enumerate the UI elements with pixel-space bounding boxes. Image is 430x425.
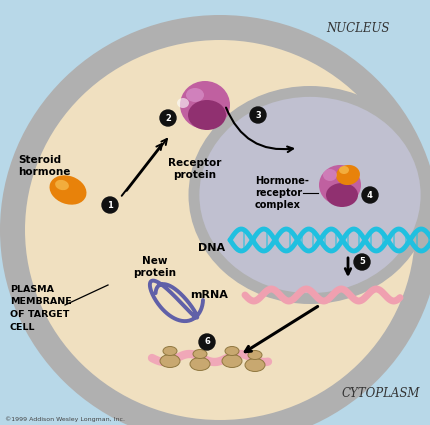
Text: NUCLEUS: NUCLEUS	[326, 22, 389, 35]
Ellipse shape	[188, 86, 430, 304]
Ellipse shape	[177, 98, 189, 108]
Text: 4: 4	[366, 190, 372, 199]
Text: PLASMA
MEMBRANE
OF TARGET
CELL: PLASMA MEMBRANE OF TARGET CELL	[10, 285, 71, 332]
Ellipse shape	[224, 346, 239, 355]
Ellipse shape	[247, 351, 261, 360]
Ellipse shape	[318, 165, 360, 205]
Circle shape	[199, 334, 215, 350]
Text: Receptor
protein: Receptor protein	[168, 158, 221, 180]
Text: New
protein: New protein	[133, 256, 176, 278]
Text: 5: 5	[358, 258, 364, 266]
Circle shape	[353, 254, 369, 270]
Ellipse shape	[187, 100, 225, 130]
Ellipse shape	[193, 349, 206, 359]
Ellipse shape	[55, 180, 69, 190]
Ellipse shape	[15, 30, 424, 425]
Ellipse shape	[160, 354, 180, 368]
Text: 2: 2	[165, 113, 171, 122]
Ellipse shape	[197, 95, 421, 295]
Ellipse shape	[335, 165, 359, 185]
Text: 3: 3	[255, 110, 260, 119]
Circle shape	[361, 187, 377, 203]
Text: Steroid
hormone: Steroid hormone	[18, 155, 70, 177]
Ellipse shape	[221, 354, 241, 368]
Ellipse shape	[338, 166, 348, 174]
Text: ©1999 Addison Wesley Longman, Inc.: ©1999 Addison Wesley Longman, Inc.	[5, 416, 125, 422]
Ellipse shape	[180, 81, 230, 129]
Circle shape	[160, 110, 175, 126]
Ellipse shape	[325, 183, 357, 207]
Ellipse shape	[322, 169, 336, 181]
Ellipse shape	[163, 346, 177, 355]
Text: DNA: DNA	[197, 243, 224, 253]
Ellipse shape	[186, 88, 203, 102]
Circle shape	[102, 197, 118, 213]
Ellipse shape	[49, 176, 86, 205]
Text: 1: 1	[107, 201, 113, 210]
Circle shape	[249, 107, 265, 123]
Text: CYTOPLASM: CYTOPLASM	[341, 387, 419, 400]
Text: Hormone-
receptor
complex: Hormone- receptor complex	[255, 176, 308, 210]
Text: mRNA: mRNA	[190, 290, 227, 300]
Ellipse shape	[190, 357, 209, 371]
Text: 6: 6	[203, 337, 209, 346]
Ellipse shape	[244, 359, 264, 371]
